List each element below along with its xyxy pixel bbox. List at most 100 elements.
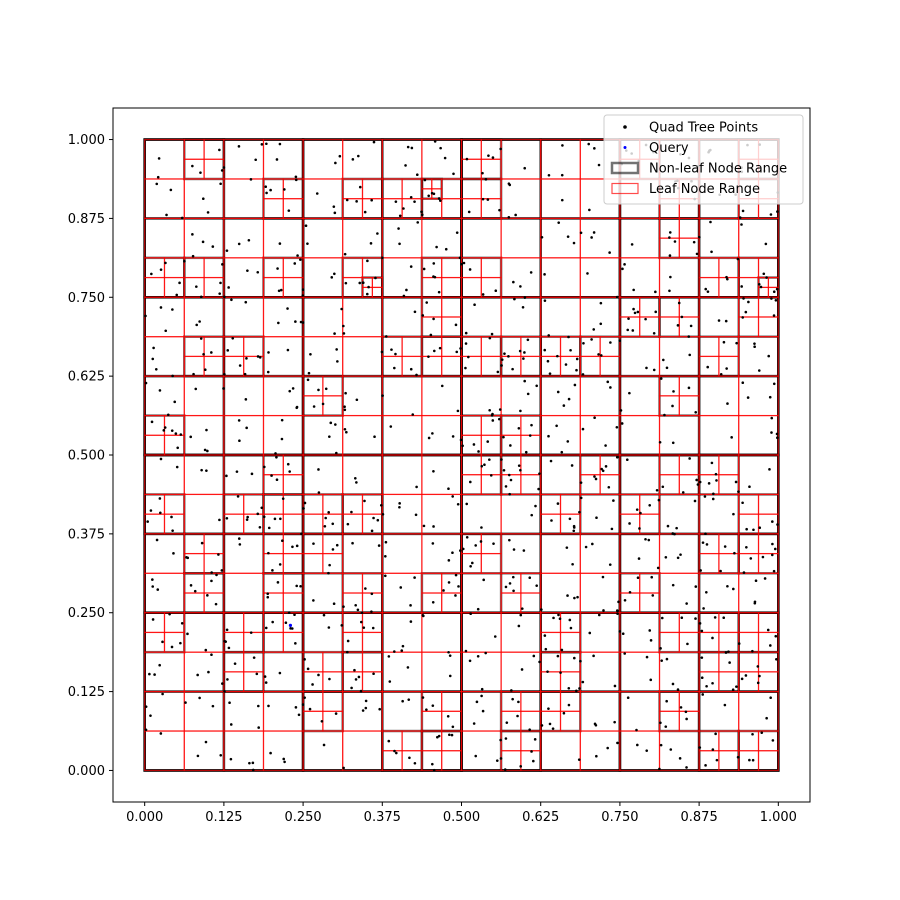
y-tick-label: 0.625	[68, 370, 105, 385]
quad-tree-point	[301, 703, 305, 706]
quad-tree-point	[346, 522, 350, 526]
quad-tree-point	[201, 240, 205, 244]
quad-tree-point	[744, 310, 748, 314]
quad-tree-point	[547, 707, 550, 710]
quad-tree-point	[158, 497, 162, 500]
quad-tree-point	[595, 754, 598, 758]
quad-tree-point	[150, 420, 154, 424]
quad-tree-point	[656, 566, 660, 570]
quad-tree-point	[211, 704, 215, 708]
quad-tree-point	[462, 261, 466, 265]
quad-tree-point	[294, 175, 298, 179]
quad-tree-point	[512, 589, 515, 593]
quad-tree-point	[521, 305, 525, 309]
quad-tree-point	[278, 142, 282, 146]
quad-tree-point	[747, 300, 750, 304]
quad-tree-point	[726, 584, 729, 588]
quad-tree-point	[275, 158, 279, 161]
quad-tree-point	[366, 259, 369, 263]
quad-tree-point	[400, 649, 404, 652]
quad-tree-point	[749, 557, 753, 560]
quad-tree-point	[566, 440, 570, 443]
quad-tree-point	[597, 163, 601, 167]
quad-tree-point	[498, 408, 502, 411]
quad-tree-point	[219, 281, 222, 285]
quad-tree-point	[593, 416, 596, 420]
quad-tree-point	[737, 490, 740, 493]
quad-tree-point	[283, 760, 286, 764]
quad-tree-point	[342, 324, 345, 328]
quad-tree-point	[705, 590, 708, 594]
quad-tree-point	[159, 511, 162, 515]
quad-tree-point	[631, 329, 635, 332]
quad-tree-point	[429, 333, 433, 337]
quad-tree-point	[374, 276, 377, 280]
quad-tree-point	[658, 767, 661, 771]
quad-tree-point	[218, 518, 221, 522]
quad-tree-point	[756, 665, 760, 668]
quad-tree-point	[530, 423, 533, 427]
quad-tree-point	[398, 502, 401, 505]
quad-tree-point	[299, 320, 303, 324]
quad-tree-point	[558, 617, 562, 621]
quad-tree-point	[676, 556, 680, 560]
quad-tree-point	[198, 320, 201, 323]
quad-tree-point	[695, 478, 698, 482]
quad-tree-point	[433, 140, 437, 143]
quad-tree-point	[532, 654, 536, 658]
quad-tree-point	[770, 297, 773, 300]
quad-tree-point	[648, 504, 652, 507]
quad-tree-point	[371, 626, 375, 630]
quad-tree-point	[228, 701, 231, 705]
quad-tree-point	[579, 659, 582, 663]
quad-tree-point	[195, 285, 198, 288]
quad-tree-point	[258, 356, 262, 359]
quad-tree-point	[161, 692, 164, 696]
quad-tree-point	[409, 367, 413, 371]
quad-tree-point	[159, 268, 163, 271]
quad-tree-point	[665, 366, 669, 370]
quad-tree-point	[336, 360, 339, 363]
quad-tree-point	[420, 213, 424, 216]
quad-tree-point	[427, 194, 430, 198]
quad-tree-point	[291, 545, 294, 549]
quad-tree-point	[175, 465, 179, 469]
quad-tree-point	[416, 221, 420, 224]
quad-tree-point	[711, 636, 714, 640]
quad-tree-point	[246, 515, 249, 519]
quad-tree-point	[222, 166, 226, 169]
quad-tree-point	[550, 519, 553, 522]
quad-tree-point	[601, 469, 605, 473]
plot-area	[112, 107, 811, 803]
quad-tree-point	[266, 370, 270, 374]
quad-tree-point	[520, 607, 524, 610]
quad-tree-point	[459, 549, 462, 552]
quad-tree-point	[406, 145, 410, 149]
quad-tree-point	[599, 301, 603, 305]
quad-tree-point	[692, 240, 696, 244]
quad-tree-point	[367, 285, 370, 289]
quad-tree-point	[191, 233, 194, 236]
quad-tree-point	[439, 146, 442, 150]
quad-tree-point	[306, 378, 310, 382]
quad-tree-point	[726, 402, 729, 405]
quad-tree-point	[508, 492, 511, 496]
quad-tree-point	[471, 561, 474, 565]
quad-tree-point	[215, 573, 218, 577]
quad-tree-point	[276, 267, 279, 270]
quad-tree-point	[519, 468, 522, 472]
quad-tree-point	[481, 171, 484, 175]
quad-tree-point	[758, 526, 762, 530]
quad-tree-point	[422, 614, 425, 618]
quad-tree-point	[740, 677, 744, 681]
quad-tree-point	[731, 688, 735, 692]
quad-tree-point	[696, 483, 700, 486]
quad-tree-point	[245, 518, 249, 521]
quad-tree-point	[700, 676, 704, 680]
quad-tree-point	[361, 709, 365, 712]
quad-tree-point	[192, 372, 195, 376]
quad-tree-point	[528, 576, 532, 579]
quad-tree-point	[258, 525, 262, 529]
quad-tree-point	[432, 349, 436, 353]
quad-tree-point	[256, 355, 260, 358]
